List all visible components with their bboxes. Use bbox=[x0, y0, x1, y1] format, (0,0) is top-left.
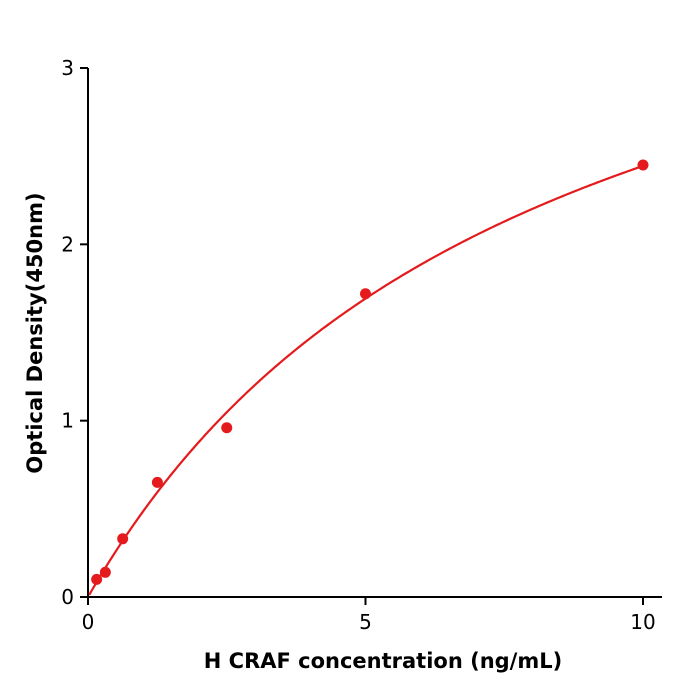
axes bbox=[87, 68, 662, 598]
x-axis-label: H CRAF concentration (ng/mL) bbox=[204, 649, 562, 673]
data-point bbox=[637, 159, 649, 171]
data-point bbox=[117, 533, 129, 545]
x-tick-label: 10 bbox=[630, 610, 655, 634]
axis-tick-labels: 0 5 10 0 1 2 3 bbox=[61, 56, 655, 634]
data-point bbox=[91, 573, 103, 585]
y-axis-label: Optical Density(450nm) bbox=[23, 192, 47, 473]
data-point bbox=[151, 476, 163, 488]
fit-curve bbox=[88, 164, 645, 596]
x-tick-label: 5 bbox=[359, 610, 372, 634]
data-point bbox=[360, 288, 371, 300]
y-tick-label: 3 bbox=[61, 56, 74, 80]
data-points bbox=[91, 159, 649, 585]
data-point bbox=[99, 566, 111, 578]
data-point bbox=[221, 422, 233, 434]
y-tick-label: 1 bbox=[61, 409, 74, 433]
y-tick-label: 2 bbox=[61, 232, 74, 256]
axis-ticks bbox=[80, 67, 644, 605]
x-tick-label: 0 bbox=[82, 610, 95, 634]
y-tick-label: 0 bbox=[61, 585, 74, 609]
